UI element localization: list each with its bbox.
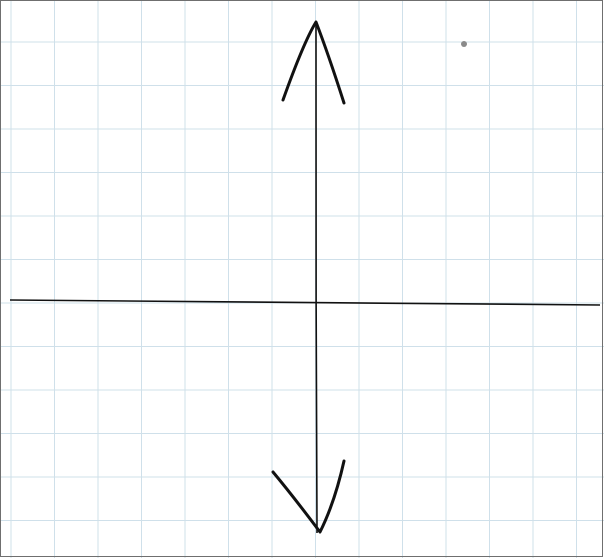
x-axis-line <box>9 299 601 306</box>
y-axis-bottom-arrowhead <box>271 459 346 534</box>
y-axis-line <box>315 21 318 534</box>
y-axis-top-arrowhead <box>281 20 346 105</box>
stray-dot <box>461 41 467 47</box>
